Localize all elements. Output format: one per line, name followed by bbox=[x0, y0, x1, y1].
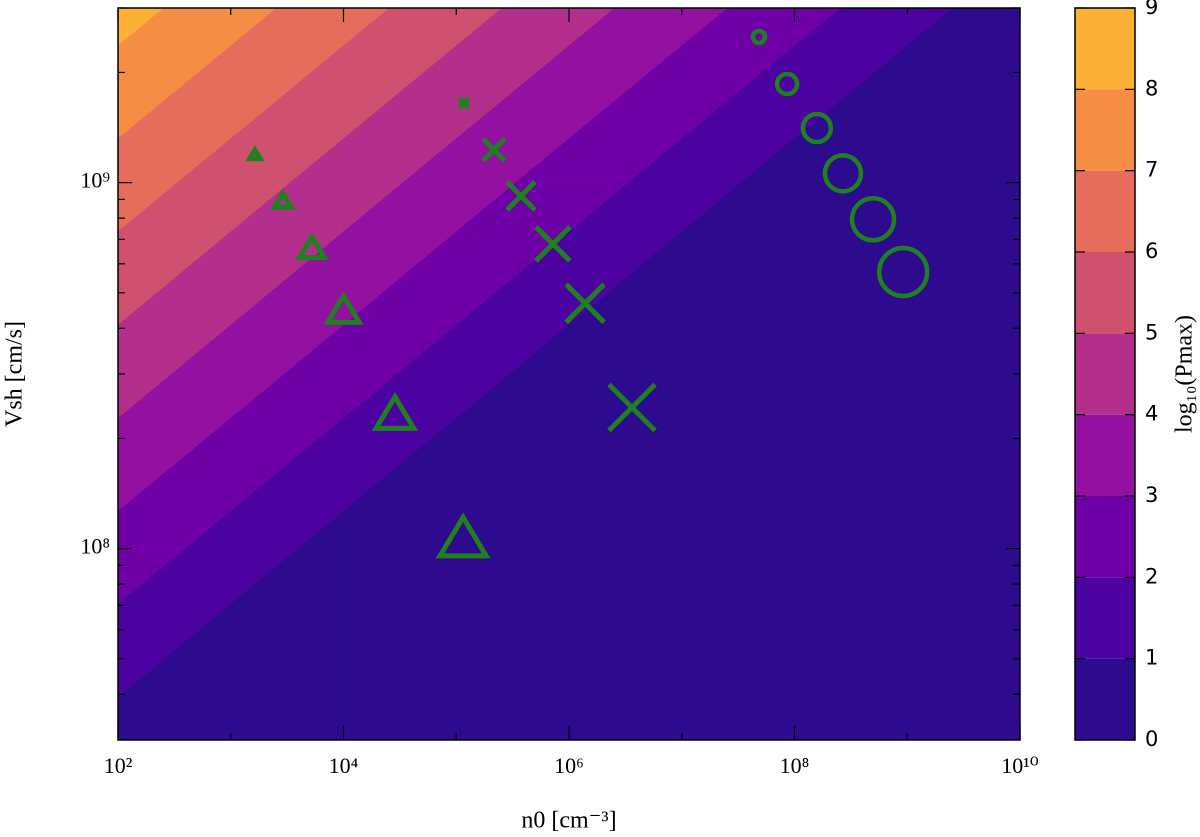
circle-marker bbox=[849, 196, 897, 243]
contour-band bbox=[343, 8, 390, 46]
triangle-marker bbox=[294, 231, 329, 261]
colorbar-tick-label: 9 bbox=[1145, 0, 1158, 19]
cross-marker bbox=[564, 282, 606, 325]
contour-band bbox=[794, 8, 841, 46]
colorbar-band bbox=[1075, 89, 1135, 171]
circle-marker bbox=[774, 71, 800, 97]
x-axis-label: n0 [cm⁻³] bbox=[521, 808, 616, 834]
triangle-marker bbox=[245, 145, 265, 162]
colorbar-tick-label: 8 bbox=[1145, 76, 1158, 100]
colorbar-tick-label: 4 bbox=[1145, 402, 1158, 426]
colorbar-tick-label: 6 bbox=[1145, 239, 1158, 263]
colorbar-band bbox=[1075, 333, 1135, 415]
colorbar-band bbox=[1075, 8, 1135, 90]
triangle-marker bbox=[435, 512, 491, 559]
contour-band bbox=[343, 8, 570, 184]
circle-marker bbox=[750, 28, 768, 46]
cross-marker bbox=[457, 96, 471, 110]
contour-band bbox=[118, 8, 164, 46]
colorbar-band bbox=[1075, 577, 1135, 659]
cross-marker bbox=[607, 382, 657, 433]
colorbar-frame bbox=[1074, 7, 1136, 741]
colorbar-tick-label: 2 bbox=[1145, 564, 1158, 588]
colorbar-tick-label: 7 bbox=[1145, 158, 1158, 182]
colorbar-tick-label: 3 bbox=[1145, 483, 1158, 507]
colorbar-band bbox=[1075, 252, 1135, 334]
colorbar-tick-label: 5 bbox=[1145, 320, 1158, 344]
y-tick-label: 10⁹ bbox=[80, 168, 110, 193]
triangle-marker bbox=[323, 291, 364, 325]
contour-band bbox=[118, 8, 277, 139]
cross-marker bbox=[505, 180, 537, 212]
colorbar-band bbox=[1075, 170, 1135, 252]
contour-band bbox=[568, 8, 615, 46]
colorbar-tick-label: 1 bbox=[1145, 646, 1158, 670]
triangle-marker bbox=[371, 391, 419, 431]
x-tick-label: 10⁴ bbox=[329, 753, 359, 778]
cross-marker bbox=[534, 225, 572, 263]
colorbar-band bbox=[1075, 658, 1135, 740]
y-axis-label: Vsh [cm/s] bbox=[2, 321, 28, 427]
x-tick-label: 10¹⁰ bbox=[1001, 753, 1039, 778]
y-tick-label: 10⁸ bbox=[80, 534, 110, 559]
circle-marker bbox=[822, 153, 864, 194]
contour-area bbox=[118, 8, 1020, 740]
x-tick-label: 10⁶ bbox=[554, 753, 584, 778]
colorbar-tick-label: 0 bbox=[1145, 727, 1158, 751]
colorbar-band bbox=[1075, 496, 1135, 578]
contour-band bbox=[568, 8, 795, 184]
marker-layer bbox=[245, 28, 930, 559]
colorbar-label: log₁₀(Pmax) bbox=[1172, 315, 1198, 433]
circle-marker bbox=[800, 111, 834, 145]
circle-marker bbox=[876, 245, 930, 299]
contour-band bbox=[794, 8, 1020, 184]
x-tick-label: 10² bbox=[104, 753, 133, 778]
cross-marker bbox=[481, 136, 507, 163]
triangle-marker bbox=[270, 188, 296, 210]
colorbar-band bbox=[1075, 414, 1135, 496]
contour-band bbox=[118, 8, 344, 184]
x-tick-label: 10⁸ bbox=[780, 753, 810, 778]
